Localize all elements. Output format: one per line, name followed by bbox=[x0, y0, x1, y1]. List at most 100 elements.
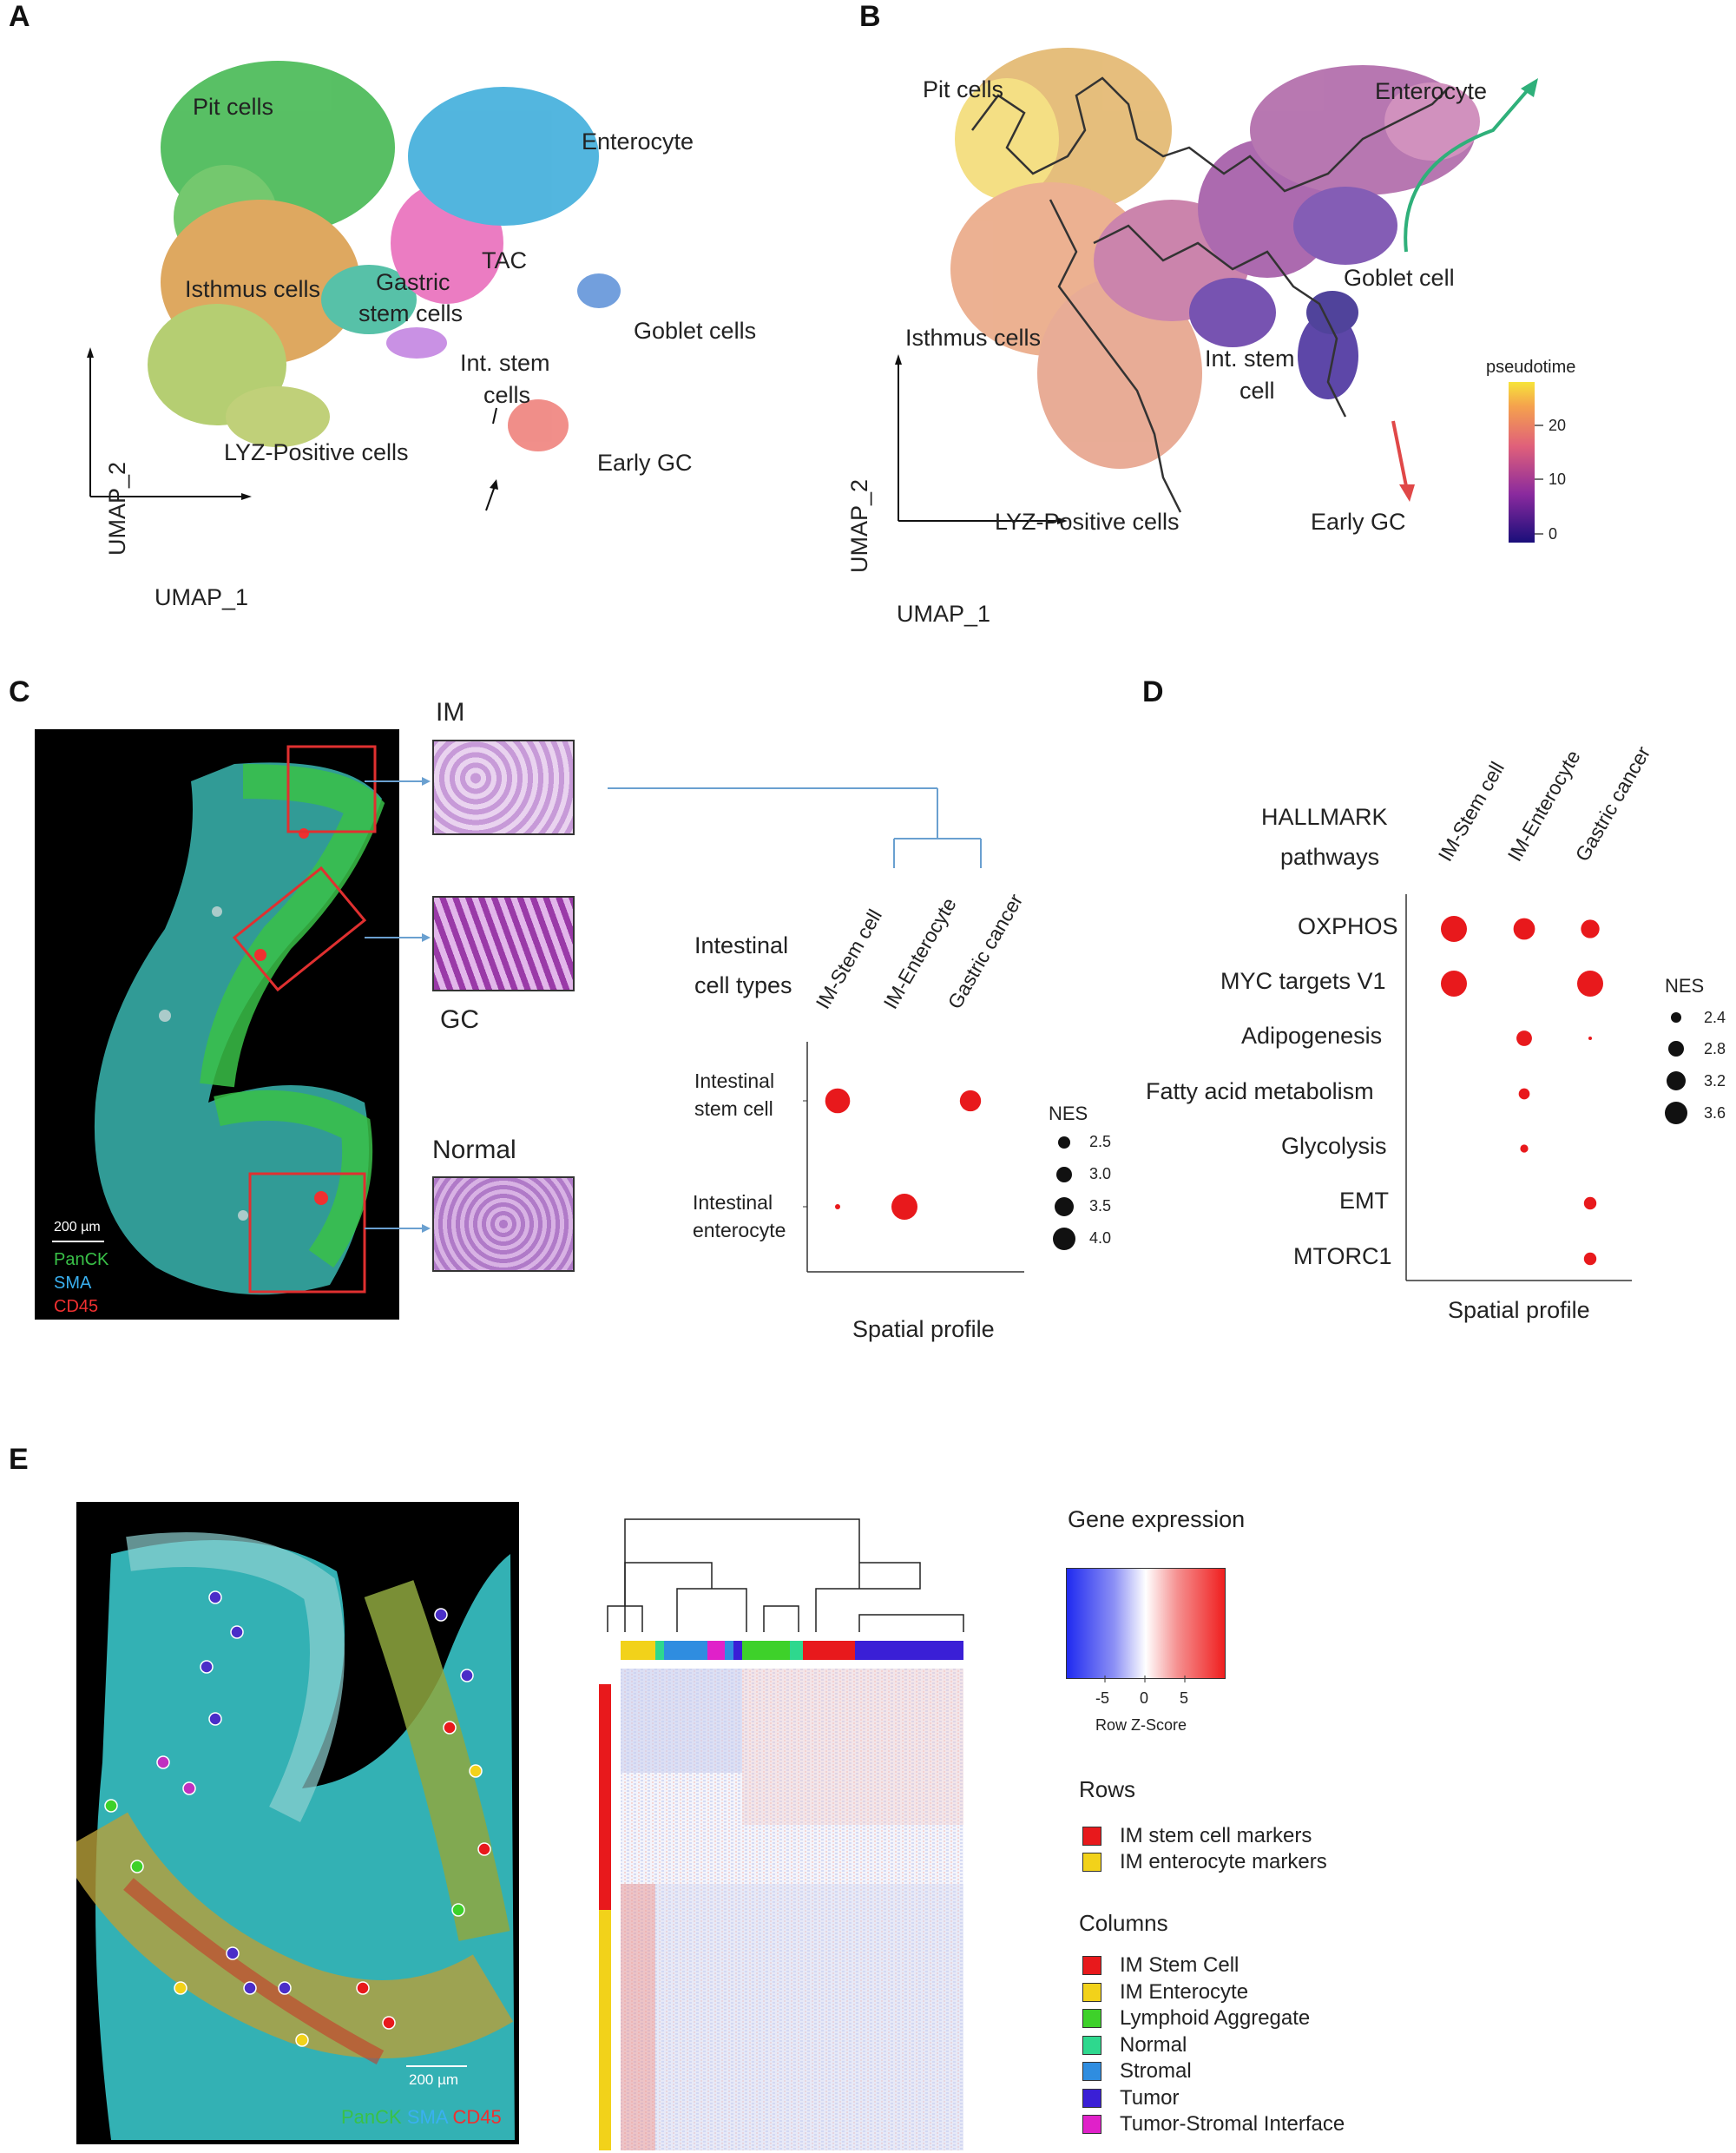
rows-swatch-enterocyte bbox=[1082, 1853, 1101, 1872]
d-row-fatty-acid: Fatty acid metabolism bbox=[1146, 1078, 1374, 1104]
zscore-tick-0: 0 bbox=[1140, 1689, 1149, 1707]
microscopy-c: 200 µm PanCK SMA CD45 bbox=[35, 729, 399, 1320]
umap-a-plot bbox=[87, 61, 621, 511]
e-column-bar bbox=[621, 1641, 963, 1660]
dot-myc-targets-v1-2 bbox=[1577, 971, 1603, 997]
scalebar-e: 200 µm bbox=[409, 2071, 459, 2088]
d-nes-tick-1: 2.4 bbox=[1704, 1009, 1726, 1026]
d-row-myc: MYC targets V1 bbox=[1220, 968, 1386, 994]
label-lyz-positive: LYZ-Positive cells bbox=[224, 439, 409, 465]
roi-box-normal bbox=[248, 1172, 366, 1294]
d-row-title-1: HALLMARK bbox=[1261, 804, 1388, 830]
pseudotime-tick-20: 20 bbox=[1549, 417, 1567, 434]
dot-adipogenesis-1 bbox=[1516, 1030, 1532, 1046]
e-row-bar-stem bbox=[599, 1684, 611, 1910]
columns-legend-label-1: IM Enterocyte bbox=[1120, 1979, 1249, 2004]
pseudotime-title: pseudotime bbox=[1486, 358, 1576, 377]
c-row-title-2: cell types bbox=[694, 972, 792, 998]
label-tac: TAC bbox=[482, 247, 527, 273]
umap-b-clusters bbox=[950, 48, 1480, 469]
roi-label-gc: GC bbox=[440, 1005, 479, 1034]
he-image-normal bbox=[432, 1176, 575, 1272]
columns-legend-label-0: IM Stem Cell bbox=[1120, 1953, 1240, 1977]
label-goblet-cells: Goblet cells bbox=[634, 318, 757, 344]
c-row-2b: enterocyte bbox=[693, 1219, 786, 1241]
c-nes-dot-2 bbox=[1056, 1167, 1072, 1182]
dot-intestinal-stem-cell-2 bbox=[959, 1090, 982, 1112]
c-nes-tick-4: 4.0 bbox=[1089, 1229, 1112, 1247]
dot-adipogenesis-2 bbox=[1588, 1037, 1592, 1040]
dot-oxphos-0 bbox=[1441, 916, 1467, 942]
c-nes-dot-4 bbox=[1053, 1228, 1075, 1250]
zscore-label: Row Z-Score bbox=[1095, 1716, 1187, 1734]
microscopy-e: 200 µm PanCK SMA CD45 bbox=[76, 1502, 519, 2144]
columns-legend-label-2: Lymphoid Aggregate bbox=[1120, 2006, 1311, 2030]
c-dotplot bbox=[803, 1042, 1024, 1273]
label-isthmus-cells: Isthmus cells bbox=[185, 276, 321, 302]
c-nes-dot-3 bbox=[1055, 1197, 1074, 1216]
columns-swatch-0 bbox=[1082, 1956, 1101, 1975]
dot-myc-targets-v1-0 bbox=[1441, 971, 1467, 997]
columns-legend-label-6: Tumor-Stromal Interface bbox=[1120, 2112, 1345, 2136]
dot-mtorc1-2 bbox=[1583, 1252, 1597, 1266]
dot-intestinal-enterocyte-0 bbox=[835, 1204, 840, 1209]
dot-oxphos-1 bbox=[1513, 918, 1535, 940]
label-stem-cells: stem cells bbox=[358, 300, 464, 326]
umap-b-xaxis: UMAP_1 bbox=[897, 601, 991, 627]
gene-expression-title: Gene expression bbox=[1068, 1506, 1246, 1532]
legend-e-stains: PanCK SMA CD45 bbox=[341, 2106, 502, 2129]
zscore-tick-5: 5 bbox=[1180, 1689, 1189, 1707]
legend-e-sma: SMA bbox=[406, 2106, 448, 2128]
columns-legend-label-3: Normal bbox=[1120, 2032, 1187, 2057]
label-int-stem: Int. stem bbox=[460, 350, 550, 376]
c-row-1b: stem cell bbox=[694, 1097, 773, 1120]
dot-fatty-acid-metabolism-1 bbox=[1518, 1088, 1530, 1100]
panel-letter-c: C bbox=[9, 675, 30, 708]
d-nes-tick-4: 3.6 bbox=[1704, 1104, 1726, 1122]
zscore-tick-neg5: -5 bbox=[1095, 1689, 1110, 1707]
cluster-int-stem bbox=[386, 327, 447, 359]
c-nes-tick-3: 3.5 bbox=[1089, 1197, 1112, 1215]
columns-swatch-4 bbox=[1082, 2062, 1101, 2081]
legend-c-panck: PanCK bbox=[54, 1250, 109, 1269]
label-gastric: Gastric bbox=[376, 269, 450, 295]
c-xlabel: Spatial profile bbox=[852, 1316, 995, 1342]
trajectory-line-1 bbox=[971, 76, 1450, 193]
d-nes-dot-2 bbox=[1668, 1041, 1684, 1057]
d-row-mtorc1: MTORC1 bbox=[1293, 1243, 1392, 1269]
columns-swatch-5 bbox=[1082, 2088, 1101, 2108]
he-image-gc bbox=[432, 896, 575, 991]
umap-b-plot bbox=[895, 48, 1543, 543]
label-b-early-gc: Early GC bbox=[1311, 509, 1406, 535]
tissue-c-shape bbox=[52, 745, 385, 1295]
c-row-title-1: Intestinal bbox=[694, 932, 789, 958]
label-early-gc: Early GC bbox=[597, 450, 693, 476]
c-nes-tick-1: 2.5 bbox=[1089, 1133, 1112, 1150]
panel-letter-e: E bbox=[9, 1443, 29, 1476]
label-b-goblet-cell: Goblet cell bbox=[1344, 265, 1455, 291]
c-row-1a: Intestinal bbox=[694, 1070, 775, 1092]
roi-label-normal: Normal bbox=[432, 1136, 516, 1164]
d-dotplot bbox=[1405, 894, 1632, 1281]
c-nes-legend-dots bbox=[1053, 1136, 1075, 1250]
legend-c-cd45: CD45 bbox=[54, 1297, 99, 1316]
arrow-early-gc bbox=[1391, 420, 1408, 487]
cluster-gastric-stem bbox=[321, 265, 417, 334]
panel-letter-d: D bbox=[1142, 675, 1164, 708]
zscore-ticks bbox=[1104, 1676, 1186, 1682]
e-row-bar-enterocyte bbox=[599, 1910, 611, 2150]
d-row-oxphos: OXPHOS bbox=[1298, 913, 1398, 939]
e-dendrogram bbox=[607, 1518, 964, 1632]
c-nes-tick-2: 3.0 bbox=[1089, 1165, 1112, 1182]
columns-legend-label-4: Stromal bbox=[1120, 2059, 1192, 2083]
c-connectors bbox=[365, 777, 937, 1233]
cluster-goblet bbox=[577, 273, 621, 308]
roi-box-gc bbox=[232, 866, 367, 992]
roi-circles-e bbox=[104, 1590, 491, 2047]
tissue-e-shape bbox=[76, 1532, 515, 2140]
umap-a-clusters bbox=[148, 61, 621, 451]
pseudotime-tick-10: 10 bbox=[1549, 471, 1567, 488]
trajectory-line-3 bbox=[1093, 224, 1347, 418]
d-col-head-im-stem: IM-Stem cell bbox=[1433, 757, 1509, 866]
umap-a-yaxis: UMAP_2 bbox=[104, 461, 130, 556]
